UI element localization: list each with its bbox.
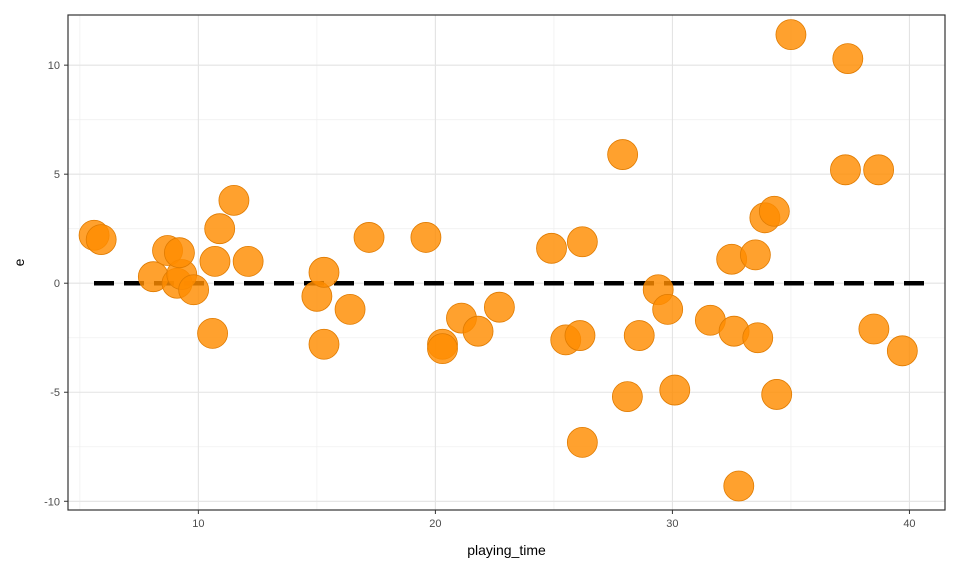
scatter-point xyxy=(886,335,918,367)
y-tick-label: -5 xyxy=(50,387,60,399)
y-axis-ticks: -10 -5 0 5 10 xyxy=(44,60,68,508)
scatter-point xyxy=(858,313,890,345)
y-tick-label: 5 xyxy=(54,169,60,181)
scatter-point xyxy=(483,291,515,323)
scatter-point xyxy=(536,232,567,264)
scatter-point xyxy=(204,213,236,245)
x-tick-label: 10 xyxy=(192,518,204,530)
scatter-point xyxy=(308,256,340,288)
x-tick-label: 40 xyxy=(903,518,915,530)
scatter-point xyxy=(652,293,684,325)
scatter-point xyxy=(178,274,210,306)
plot-panel xyxy=(68,15,945,510)
scatter-point xyxy=(566,427,598,458)
scatter-point xyxy=(607,139,639,170)
scatter-point xyxy=(564,320,596,351)
x-axis-title: playing_time xyxy=(467,542,546,558)
x-axis-ticks: 10 20 30 40 xyxy=(192,510,916,530)
scatter-point xyxy=(830,154,861,186)
scatter-point xyxy=(623,320,655,351)
y-axis-title: e xyxy=(11,258,27,266)
scatter-point xyxy=(353,222,385,253)
scatter-point xyxy=(832,43,864,75)
y-tick-label: 10 xyxy=(48,60,60,72)
x-tick-label: 20 xyxy=(429,518,441,530)
scatter-point xyxy=(723,470,755,502)
scatter-point xyxy=(85,224,117,256)
scatter-point xyxy=(761,379,793,410)
scatter-point xyxy=(232,246,264,277)
scatter-point xyxy=(197,317,228,349)
scatter-point xyxy=(308,328,340,360)
scatter-point xyxy=(758,195,790,227)
scatter-point xyxy=(218,184,250,216)
scatter-point xyxy=(659,374,691,406)
scatter-point xyxy=(410,222,442,253)
scatter-point xyxy=(427,333,458,365)
scatter-point xyxy=(611,381,643,413)
scatter-point xyxy=(742,322,774,354)
y-tick-label: 0 xyxy=(54,278,60,290)
y-tick-label: -10 xyxy=(44,496,60,508)
scatter-point xyxy=(462,315,494,347)
plot-border xyxy=(67,14,946,511)
scatter-point xyxy=(164,237,195,269)
scatter-point xyxy=(739,239,771,271)
scatter-point xyxy=(566,226,598,258)
scatter-point xyxy=(863,154,895,186)
scatter-point xyxy=(199,246,231,277)
x-tick-label: 30 xyxy=(666,518,678,530)
scatter-point xyxy=(334,293,366,325)
scatter-point xyxy=(775,19,807,51)
data-points xyxy=(78,19,918,502)
